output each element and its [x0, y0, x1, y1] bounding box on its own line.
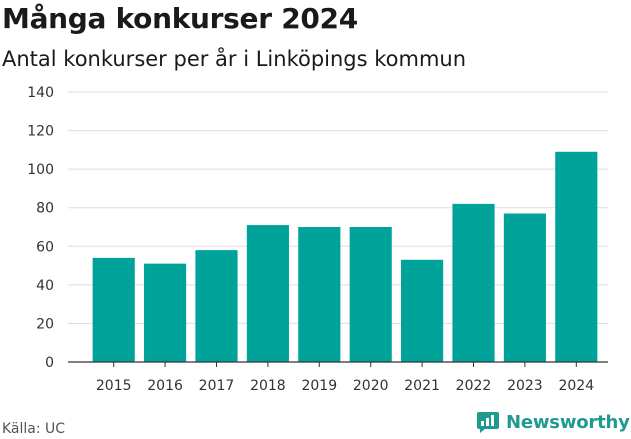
bar — [298, 227, 341, 362]
y-tick-label: 140 — [27, 85, 54, 101]
bar — [92, 257, 135, 362]
bar — [452, 203, 495, 362]
x-tick-label: 2015 — [96, 378, 132, 394]
y-tick-label: 20 — [36, 316, 54, 332]
y-tick-label: 40 — [36, 278, 54, 294]
brand-name: Newsworthy — [506, 411, 630, 433]
bar — [349, 227, 392, 362]
y-tick-label: 120 — [27, 124, 54, 140]
y-tick-label: 100 — [27, 162, 54, 178]
chart-title: Många konkurser 2024 — [2, 2, 358, 35]
y-tick-label: 60 — [36, 239, 54, 255]
y-tick-label: 0 — [45, 355, 54, 371]
bar — [555, 151, 598, 362]
brand-logo: Newsworthy — [476, 408, 630, 436]
x-tick-label: 2021 — [404, 378, 440, 394]
newsworthy-logo-icon — [477, 412, 499, 433]
x-tick-label: 2020 — [353, 378, 389, 394]
bar — [195, 250, 238, 362]
x-tick-label: 2018 — [250, 378, 286, 394]
bar — [503, 213, 546, 362]
x-tick-label: 2017 — [199, 378, 235, 394]
y-tick-label: 80 — [36, 201, 54, 217]
chart-subtitle: Antal konkurser per år i Linköpings komm… — [2, 47, 467, 71]
x-tick-label: 2024 — [558, 378, 594, 394]
bar — [246, 225, 289, 362]
x-tick-label: 2016 — [147, 378, 183, 394]
x-tick-label: 2019 — [301, 378, 337, 394]
x-tick-label: 2023 — [507, 378, 543, 394]
source-note: Källa: UC — [2, 421, 66, 437]
bar — [144, 263, 187, 362]
bar — [401, 259, 444, 362]
x-tick-label: 2022 — [456, 378, 492, 394]
